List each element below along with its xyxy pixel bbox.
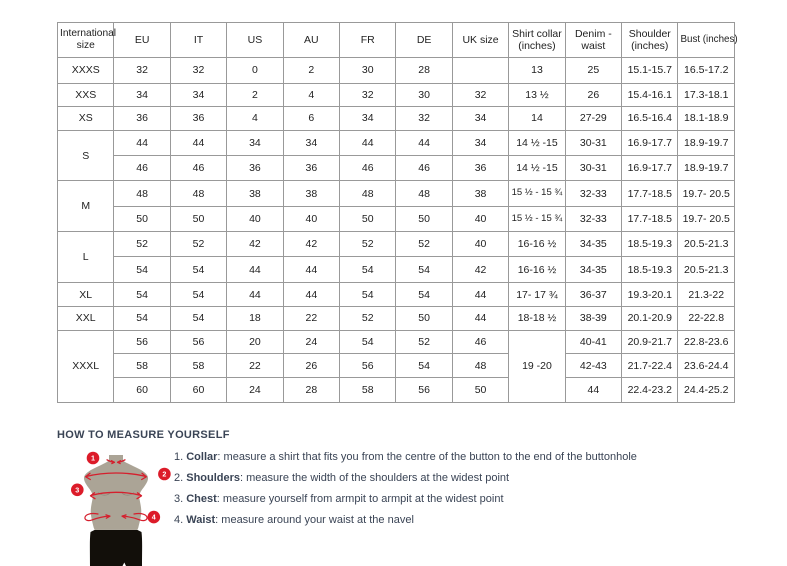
svg-text:3: 3 xyxy=(75,485,79,494)
svg-text:2: 2 xyxy=(162,470,166,479)
svg-text:1: 1 xyxy=(91,454,95,463)
svg-text:4: 4 xyxy=(152,513,156,522)
